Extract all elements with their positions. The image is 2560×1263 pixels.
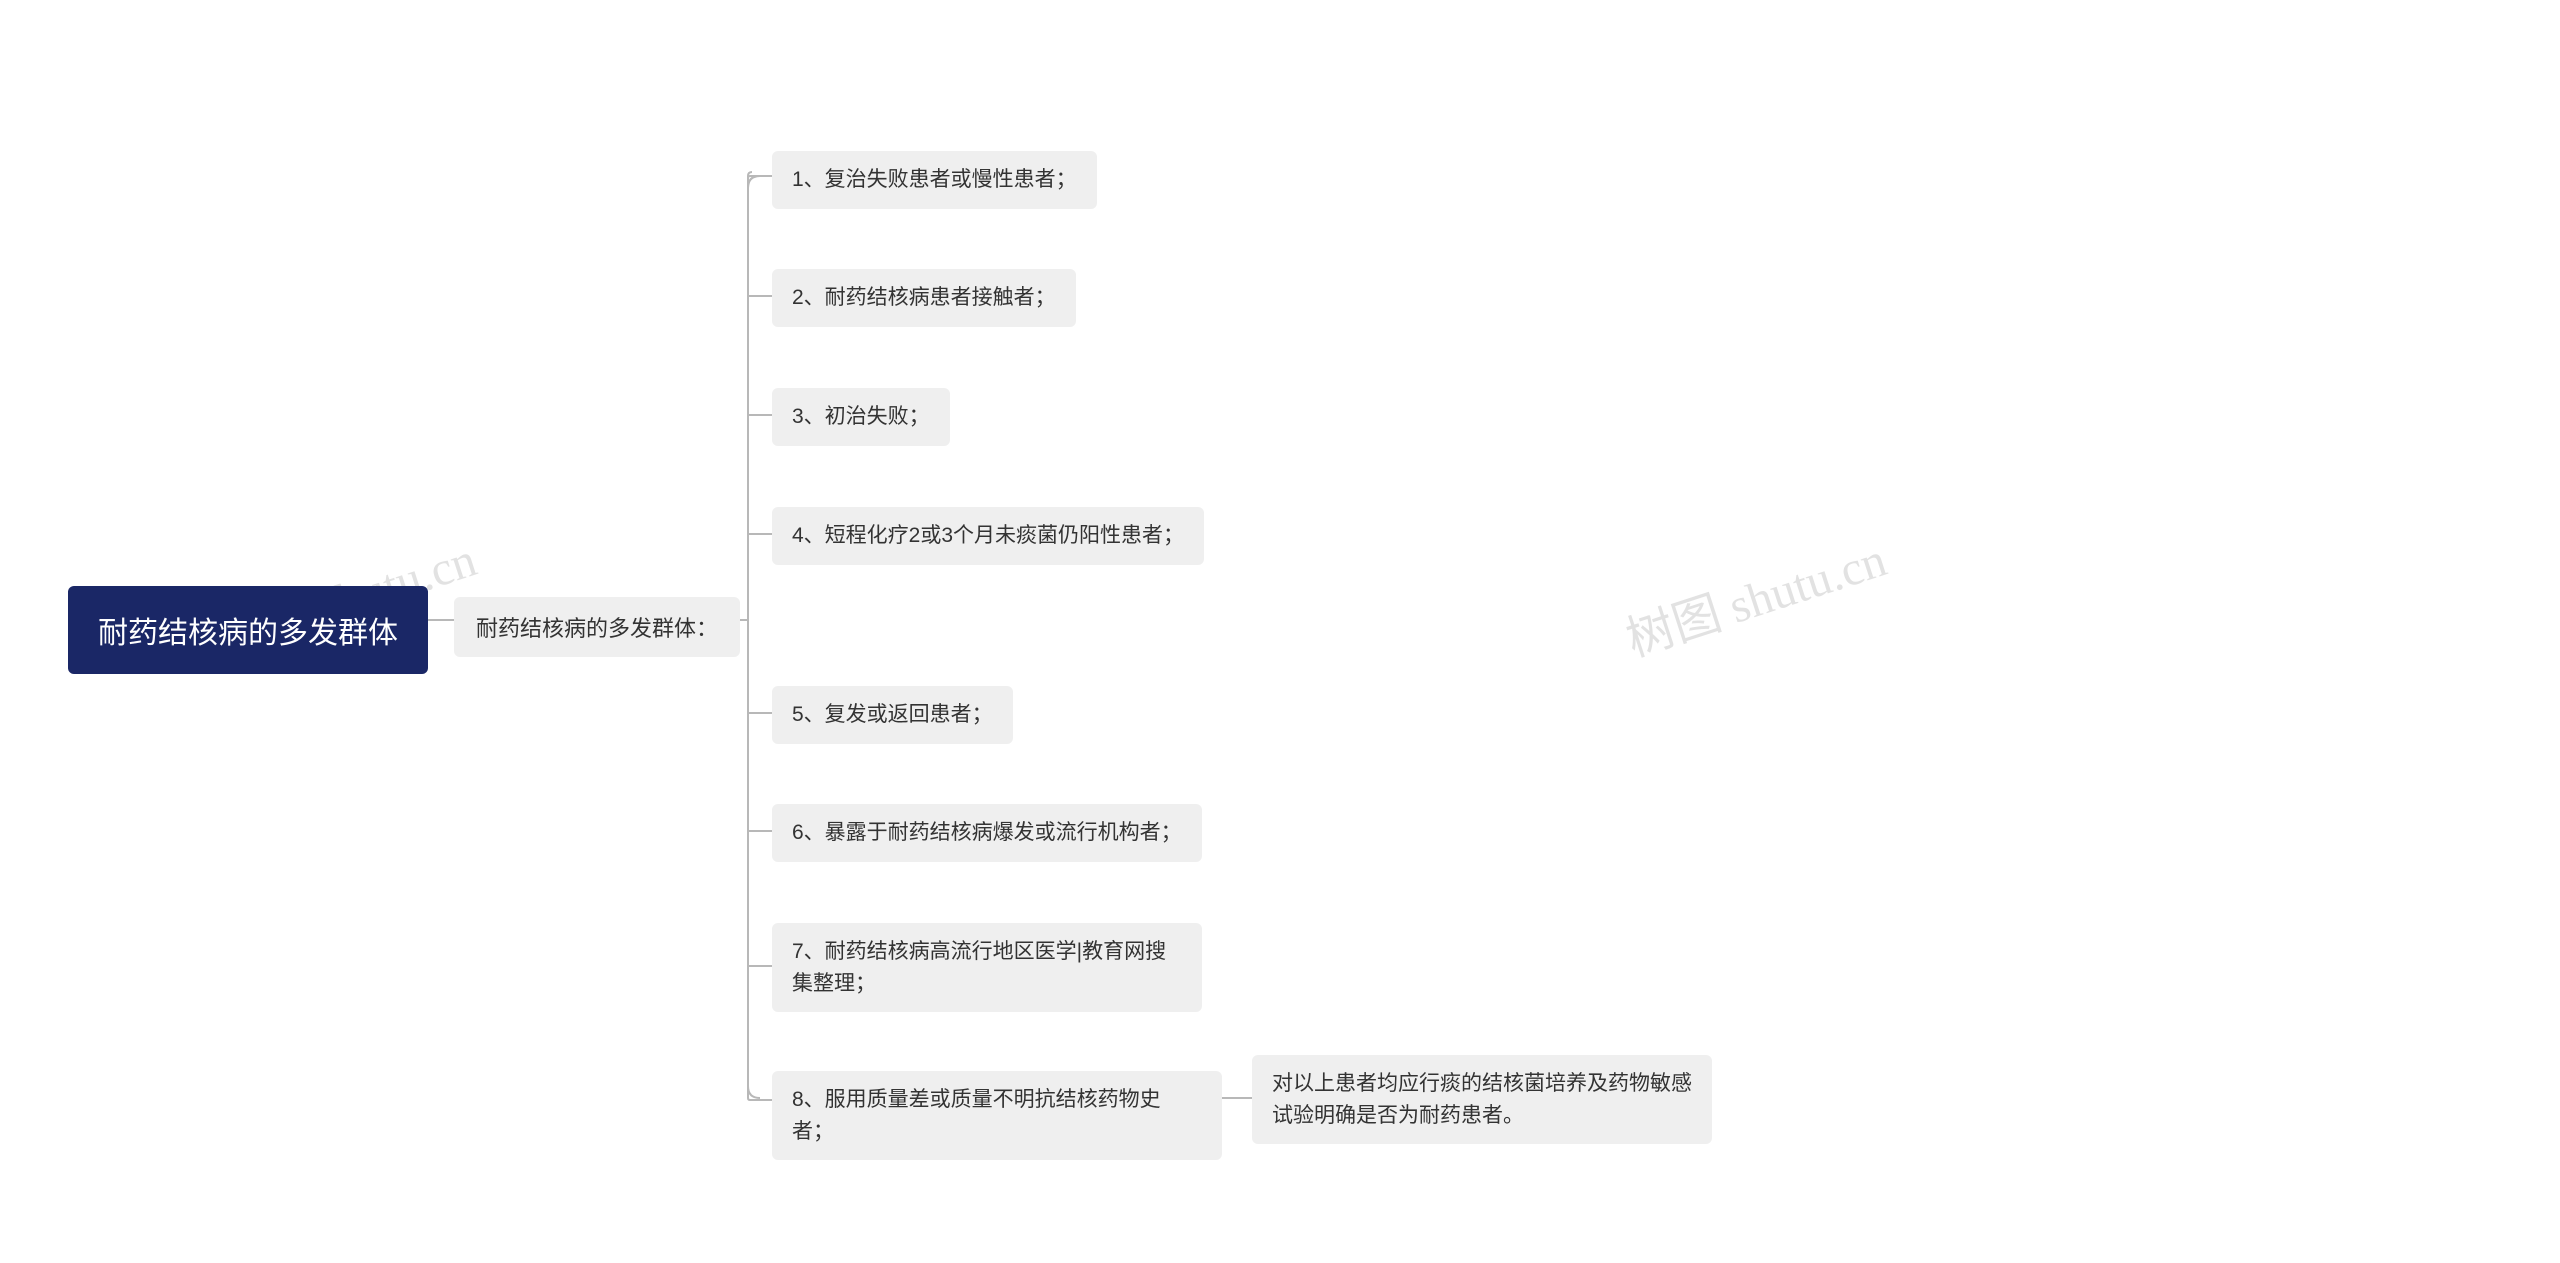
leaf-node-8-1: 对以上患者均应行痰的结核菌培养及药物敏感试验明确是否为耐药患者。 (1252, 1055, 1712, 1144)
leaf-node-4: 4、短程化疗2或3个月未痰菌仍阳性患者； (772, 507, 1204, 565)
leaf-node-5: 5、复发或返回患者； (772, 686, 1013, 744)
leaf-label: 7、耐药结核病高流行地区医学|教育网搜集整理； (792, 940, 1166, 995)
root-node: 耐药结核病的多发群体 (68, 586, 428, 674)
leaf-node-2: 2、耐药结核病患者接触者； (772, 269, 1076, 327)
leaf-label: 对以上患者均应行痰的结核菌培养及药物敏感试验明确是否为耐药患者。 (1272, 1072, 1692, 1127)
level2-label: 耐药结核病的多发群体： (476, 611, 718, 643)
leaf-label: 8、服用质量差或质量不明抗结核药物史者； (792, 1088, 1161, 1143)
leaf-node-3: 3、初治失败； (772, 388, 950, 446)
leaf-node-8: 8、服用质量差或质量不明抗结核药物史者； (772, 1071, 1222, 1160)
level2-node: 耐药结核病的多发群体： (454, 597, 740, 657)
leaf-node-1: 1、复治失败患者或慢性患者； (772, 151, 1097, 209)
watermark: 树图 shutu.cn (1616, 520, 1894, 670)
leaf-node-6: 6、暴露于耐药结核病爆发或流行机构者； (772, 804, 1202, 862)
root-label: 耐药结核病的多发群体 (98, 608, 398, 652)
leaf-label: 5、复发或返回患者； (792, 703, 993, 726)
leaf-label: 3、初治失败； (792, 405, 930, 428)
leaf-label: 2、耐药结核病患者接触者； (792, 286, 1056, 309)
leaf-label: 6、暴露于耐药结核病爆发或流行机构者； (792, 821, 1182, 844)
leaf-node-7: 7、耐药结核病高流行地区医学|教育网搜集整理； (772, 923, 1202, 1012)
leaf-label: 4、短程化疗2或3个月未痰菌仍阳性患者； (792, 524, 1184, 547)
watermark-text: 树图 shutu.cn (1620, 533, 1893, 667)
leaf-label: 1、复治失败患者或慢性患者； (792, 168, 1077, 191)
